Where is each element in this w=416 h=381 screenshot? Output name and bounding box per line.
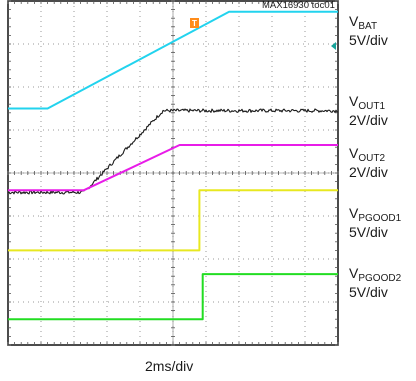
trace-vpgood1: [8, 189, 338, 252]
channel-scale: 2V/div: [349, 112, 388, 128]
channel-scale: 5V/div: [349, 32, 388, 48]
channel-sub: OUT2: [358, 153, 386, 164]
channel-label-vout2: VOUT2 2V/div: [349, 145, 388, 180]
channel-main: V: [349, 145, 359, 161]
channel-sub: OUT1: [358, 101, 386, 112]
channel-label-vout1: VOUT1 2V/div: [349, 93, 388, 128]
channel-sub: PGOOD1: [358, 213, 402, 224]
trigger-T-icon: T: [190, 18, 199, 28]
trace-vpgood2: [8, 273, 338, 321]
channel-sub: PGOOD2: [358, 273, 402, 284]
channel-scale: 2V/div: [349, 164, 388, 180]
channel-main: V: [349, 93, 359, 109]
channel-label-vbat: VBAT 5V/div: [349, 13, 388, 48]
channel-label-vpgood2: VPGOOD2 5V/div: [349, 265, 401, 300]
channel-sub: BAT: [358, 21, 378, 32]
grid: [7, 0, 339, 346]
channel-label-vpgood1: VPGOOD1 5V/div: [349, 205, 401, 240]
trigger-letter: T: [192, 19, 197, 28]
trace-vout1: [7, 108, 339, 195]
channel-main: V: [349, 13, 359, 29]
channel-main: V: [349, 205, 359, 221]
reference-id: MAX16930 toc01: [262, 0, 335, 11]
left-arrow-icon: [331, 42, 336, 50]
trace-vbat: [8, 10, 338, 110]
traces: [7, 10, 339, 321]
timebase-label: 2ms/div: [145, 358, 194, 374]
channel-scale: 5V/div: [349, 224, 388, 240]
channel-scale: 5V/div: [349, 284, 388, 300]
channel-main: V: [349, 265, 359, 281]
trace-vout2: [8, 144, 338, 192]
